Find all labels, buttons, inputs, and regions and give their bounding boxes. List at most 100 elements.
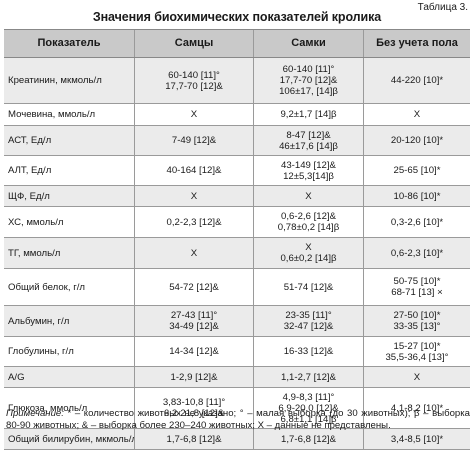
females-value: 60-140 [11]°	[282, 64, 335, 75]
any-sex-cell: X	[363, 367, 470, 387]
females-value: 6,9-20,0 [12]&	[278, 402, 339, 414]
females-value: 43-149 [12]&	[281, 159, 336, 171]
males-cell: 0,2-2,3 [12]&	[134, 207, 253, 237]
any-sex-cell: 3,4-8,5 [10]*	[363, 429, 470, 449]
females-value: 4,9-8,3 [11]°	[282, 391, 335, 403]
males-value: X	[190, 109, 198, 120]
any-sex-value: 20-120 [10]*	[390, 135, 444, 146]
females-value: 0,6-2,6 [12]&	[281, 211, 336, 222]
males-cell: 7-49 [12]&	[134, 126, 253, 155]
footnote-text: * – количество животных не указано; ° – …	[6, 408, 470, 431]
table-row: Глюкоза, ммоль/л 3,83-10,8 [11]° 6,2-21,8 …	[4, 388, 470, 429]
any-sex-value: 4,1-8,2 [10]*	[390, 402, 444, 414]
females-value: 9,2±1,7 [14]β	[280, 109, 337, 120]
indicator-name: ЩФ, Ед/л	[8, 190, 50, 202]
females-value: X	[305, 190, 312, 202]
males-cell: 40-164 [12]&	[134, 156, 253, 185]
table-row: ХС, ммоль/л 0,2-2,3 [12]& 0,6-2,6 [12]& 0,7…	[4, 207, 470, 238]
indicator-cell: ТГ, ммоль/л	[4, 238, 134, 268]
males-cell: 54-72 [12]&	[134, 269, 253, 305]
females-cell: 60-140 [11]° 17,7-70 [12]& 106±17, [14]β	[253, 58, 363, 103]
males-value: 6,2-21,8 [12]&	[163, 408, 225, 419]
header-males: Самцы	[134, 30, 253, 57]
any-sex-cell: 25-65 [10]*	[363, 156, 470, 185]
females-cell: 43-149 [12]& 12±5,3[14]β	[253, 156, 363, 185]
table-row: АЛТ, Ед/л 40-164 [12]& 43-149 [12]& 12±5,3[…	[4, 156, 470, 186]
females-value: 0,6±0,2 [14]β	[280, 253, 337, 264]
any-sex-cell: 44-220 [10]*	[363, 58, 470, 103]
females-cell: 1,1-2,7 [12]&	[253, 367, 363, 387]
males-value: 34-49 [12]&	[169, 321, 219, 332]
any-sex-cell: 27-50 [10]* 33-35 [13]°	[363, 306, 470, 336]
females-value: 12±5,3[14]β	[283, 170, 334, 182]
any-sex-value: 10-86 [10]*	[393, 190, 441, 202]
table-row: ТГ, ммоль/л X X 0,6±0,2 [14]β 0,6-2,3 [10]*	[4, 238, 470, 269]
females-cell: 16-33 [12]&	[253, 337, 363, 366]
females-cell: 9,2±1,7 [14]β	[253, 104, 363, 125]
females-cell: 23-35 [11]° 32-47 [12]&	[253, 306, 363, 336]
any-sex-cell: 50-75 [10]* 68-71 [13] ×	[363, 269, 470, 305]
females-value: X	[305, 242, 312, 253]
males-value: 17,7-70 [12]&	[165, 80, 223, 92]
males-value: 60-140 [11]°	[168, 69, 220, 81]
table-row: Глобулины, г/л 14-34 [12]& 16-33 [12]& 15-2…	[4, 337, 470, 367]
indicator-name: Креатинин, мкмоль/л	[8, 75, 102, 86]
males-value: 27-43 [11]°	[170, 310, 218, 321]
indicator-name: Общий билирубин, мкмоль/л	[8, 433, 134, 445]
females-value: 106±17, [14]β	[279, 86, 338, 97]
indicator-name: ТГ, ммоль/л	[8, 247, 61, 259]
females-value: 6,8±1,1 [14]β	[280, 413, 337, 425]
females-value: 1,1-2,7 [12]&	[281, 371, 336, 383]
males-cell: 3,83-10,8 [11]° 6,2-21,8 [12]&	[134, 388, 253, 428]
females-cell: 51-74 [12]&	[253, 269, 363, 305]
indicator-cell: Креатинин, мкмоль/л	[4, 58, 134, 103]
females-value: 32-47 [12]&	[283, 321, 334, 332]
any-sex-cell: 20-120 [10]*	[363, 126, 470, 155]
females-cell: X 0,6±0,2 [14]β	[253, 238, 363, 268]
females-value: 23-35 [11]°	[285, 310, 332, 321]
females-cell: 4,9-8,3 [11]° 6,9-20,0 [12]& 6,8±1,1 [14]β	[253, 388, 363, 428]
table-row: Альбумин, г/л 27-43 [11]° 34-49 [12]& 23-35…	[4, 306, 470, 337]
males-cell: 1-2,9 [12]&	[134, 367, 253, 387]
males-value: 54-72 [12]&	[169, 281, 219, 293]
females-cell: X	[253, 186, 363, 206]
indicator-cell: Глюкоза, ммоль/л	[4, 388, 134, 428]
indicator-name: АСТ, Ед/л	[8, 135, 52, 146]
males-cell: X	[134, 238, 253, 268]
females-cell: 0,6-2,6 [12]& 0,78±0,2 [14]β	[253, 207, 363, 237]
indicator-cell: Общий билирубин, мкмоль/л	[4, 429, 134, 449]
any-sex-value: 68-71 [13] ×	[391, 287, 443, 298]
table-row: Креатинин, мкмоль/л 60-140 [11]° 17,7-70 […	[4, 58, 470, 104]
indicator-cell: АЛТ, Ед/л	[4, 156, 134, 185]
any-sex-cell: 10-86 [10]*	[363, 186, 470, 206]
females-value: 0,78±0,2 [14]β	[277, 222, 340, 233]
any-sex-cell: 0,6-2,3 [10]*	[363, 238, 470, 268]
any-sex-value: 35,5-36,4 [13]°	[385, 351, 449, 363]
males-value: 0,2-2,3 [12]&	[166, 216, 222, 228]
females-value: 1,7-6,8 [12]&	[281, 433, 336, 445]
males-value: 7-49 [12]&	[171, 135, 217, 146]
males-cell: 14-34 [12]&	[134, 337, 253, 366]
males-cell: X	[134, 104, 253, 125]
header-any-sex: Без учета пола	[363, 30, 470, 57]
table-title: Значения биохимических показателей кроли…	[92, 10, 382, 24]
any-sex-value: 25-65 [10]*	[393, 165, 441, 176]
any-sex-value: 33-35 [13]°	[393, 321, 441, 332]
table-header-row: Показатель Самцы Самки Без учета пола	[4, 29, 470, 58]
indicator-name: Альбумин, г/л	[8, 315, 70, 327]
table-row: ЩФ, Ед/л X X 10-86 [10]*	[4, 186, 470, 207]
table-row: АСТ, Ед/л 7-49 [12]& 8-47 [12]& 46±17,6 [14…	[4, 126, 470, 156]
indicator-cell: Мочевина, ммоль/л	[4, 104, 134, 125]
males-value: 40-164 [12]&	[166, 165, 222, 176]
indicator-name: A/G	[8, 371, 25, 383]
any-sex-value: X	[413, 109, 421, 120]
any-sex-value: 0,6-2,3 [10]*	[390, 247, 444, 259]
males-value: X	[190, 247, 198, 259]
any-sex-value: X	[413, 371, 421, 383]
table-row: Общий билирубин, мкмоль/л 1,7-6,8 [12]& 1,…	[4, 429, 470, 450]
females-cell: 1,7-6,8 [12]&	[253, 429, 363, 449]
males-cell: 27-43 [11]° 34-49 [12]&	[134, 306, 253, 336]
header-females: Самки	[253, 30, 363, 57]
indicator-cell: ЩФ, Ед/л	[4, 186, 134, 206]
females-value: 16-33 [12]&	[283, 346, 334, 357]
